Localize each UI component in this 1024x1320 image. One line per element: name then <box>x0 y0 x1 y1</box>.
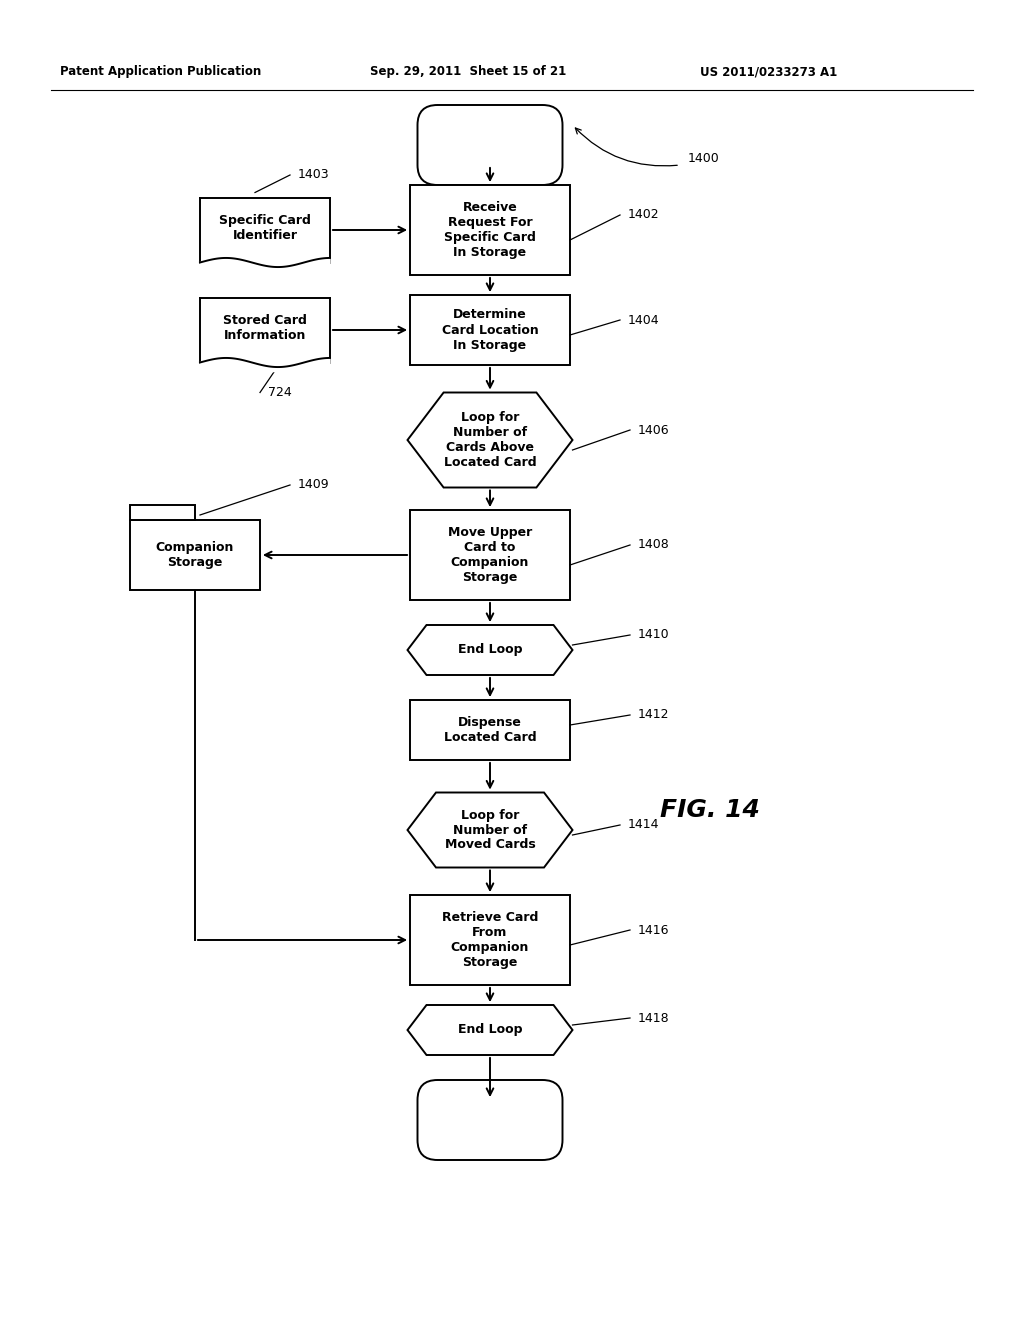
Text: Sep. 29, 2011  Sheet 15 of 21: Sep. 29, 2011 Sheet 15 of 21 <box>370 66 566 78</box>
Text: End Loop: End Loop <box>458 644 522 656</box>
Text: 724: 724 <box>268 385 292 399</box>
Bar <box>410 510 570 601</box>
Bar <box>130 504 195 520</box>
Text: Companion
Storage: Companion Storage <box>156 541 234 569</box>
Text: US 2011/0233273 A1: US 2011/0233273 A1 <box>700 66 838 78</box>
FancyBboxPatch shape <box>418 1080 562 1160</box>
Bar <box>130 520 260 590</box>
Text: 1414: 1414 <box>628 818 659 832</box>
Text: 1409: 1409 <box>298 479 330 491</box>
Text: 1402: 1402 <box>628 209 659 222</box>
Text: Dispense
Located Card: Dispense Located Card <box>443 715 537 744</box>
Text: End Loop: End Loop <box>458 1023 522 1036</box>
Text: 1403: 1403 <box>298 169 330 181</box>
Text: Determine
Card Location
In Storage: Determine Card Location In Storage <box>441 309 539 351</box>
Text: Specific Card
Identifier: Specific Card Identifier <box>219 214 311 242</box>
FancyBboxPatch shape <box>418 106 562 185</box>
Text: 1406: 1406 <box>638 424 670 437</box>
Text: 1410: 1410 <box>638 628 670 642</box>
Bar <box>410 185 570 275</box>
Bar <box>410 700 570 760</box>
Text: 1400: 1400 <box>688 152 720 165</box>
Polygon shape <box>200 358 330 372</box>
Polygon shape <box>408 624 572 675</box>
Text: FIG. 14: FIG. 14 <box>660 799 760 822</box>
Text: 1404: 1404 <box>628 314 659 326</box>
Text: 1412: 1412 <box>638 709 670 722</box>
Polygon shape <box>408 392 572 487</box>
Bar <box>410 294 570 366</box>
Text: Receive
Request For
Specific Card
In Storage: Receive Request For Specific Card In Sto… <box>444 201 536 259</box>
Polygon shape <box>408 792 572 867</box>
Text: Stored Card
Information: Stored Card Information <box>223 314 307 342</box>
Text: 1418: 1418 <box>638 1011 670 1024</box>
Bar <box>410 895 570 985</box>
Text: Retrieve Card
From
Companion
Storage: Retrieve Card From Companion Storage <box>441 911 539 969</box>
Text: 1416: 1416 <box>638 924 670 936</box>
Polygon shape <box>408 1005 572 1055</box>
Polygon shape <box>200 257 330 272</box>
Text: Loop for
Number of
Cards Above
Located Card: Loop for Number of Cards Above Located C… <box>443 411 537 469</box>
Text: Patent Application Publication: Patent Application Publication <box>60 66 261 78</box>
Text: Loop for
Number of
Moved Cards: Loop for Number of Moved Cards <box>444 808 536 851</box>
Text: Move Upper
Card to
Companion
Storage: Move Upper Card to Companion Storage <box>447 525 532 583</box>
Text: 1408: 1408 <box>638 539 670 552</box>
